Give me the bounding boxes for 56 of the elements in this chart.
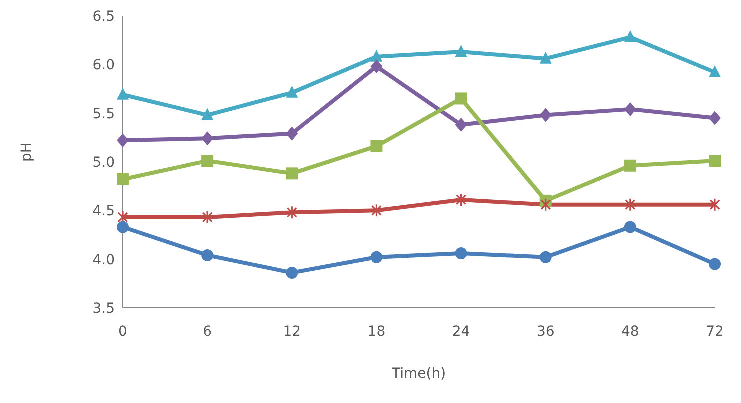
point bbox=[202, 132, 214, 146]
point bbox=[456, 193, 467, 207]
x-tick-label: 72 bbox=[706, 324, 724, 340]
point bbox=[202, 210, 213, 224]
y-tick-label: 3.5 bbox=[92, 300, 115, 317]
x-tick-label: 6 bbox=[203, 324, 212, 340]
point bbox=[624, 221, 636, 234]
point bbox=[286, 168, 298, 180]
x-tick-label: 24 bbox=[452, 324, 470, 340]
x-tick-label: 12 bbox=[283, 324, 302, 340]
x-tick-label: 0 bbox=[118, 324, 128, 340]
y-tick-label: 5.0 bbox=[92, 154, 115, 171]
y-tick-label: 6.0 bbox=[92, 58, 115, 74]
point bbox=[455, 247, 468, 260]
point bbox=[202, 108, 214, 120]
y-axis-title: pH bbox=[18, 142, 35, 162]
x-tick-label: 36 bbox=[536, 324, 555, 340]
x-tick-label: 48 bbox=[622, 324, 640, 340]
point bbox=[286, 126, 298, 141]
point bbox=[455, 118, 468, 132]
point bbox=[540, 108, 552, 122]
point bbox=[540, 198, 552, 212]
point bbox=[370, 60, 383, 74]
point bbox=[202, 249, 214, 262]
point bbox=[286, 266, 298, 279]
point bbox=[118, 210, 128, 224]
point bbox=[709, 155, 721, 168]
point bbox=[117, 134, 129, 148]
point bbox=[202, 155, 214, 168]
point bbox=[710, 198, 720, 212]
y-tick-label: 4.0 bbox=[92, 252, 115, 268]
y-tick-label: 5.5 bbox=[92, 106, 115, 122]
point bbox=[624, 30, 636, 42]
x-tick-label: 18 bbox=[368, 324, 386, 340]
point bbox=[286, 206, 298, 220]
point bbox=[455, 92, 468, 105]
point bbox=[540, 251, 552, 264]
point bbox=[371, 204, 382, 218]
point bbox=[625, 198, 636, 212]
point bbox=[370, 251, 383, 264]
point bbox=[624, 102, 636, 116]
x-axis-title: Time(h) bbox=[390, 366, 446, 382]
point bbox=[540, 52, 552, 64]
point bbox=[455, 45, 468, 58]
point bbox=[370, 140, 383, 152]
point bbox=[709, 258, 721, 270]
point bbox=[117, 88, 129, 100]
point bbox=[286, 86, 298, 98]
y-tick-label: 6.5 bbox=[92, 8, 115, 25]
point bbox=[117, 174, 129, 186]
point bbox=[709, 65, 721, 78]
point bbox=[709, 111, 721, 126]
point bbox=[370, 50, 383, 62]
y-tick-label: 4.5 bbox=[92, 204, 115, 220]
point bbox=[117, 221, 129, 234]
point bbox=[624, 160, 636, 172]
